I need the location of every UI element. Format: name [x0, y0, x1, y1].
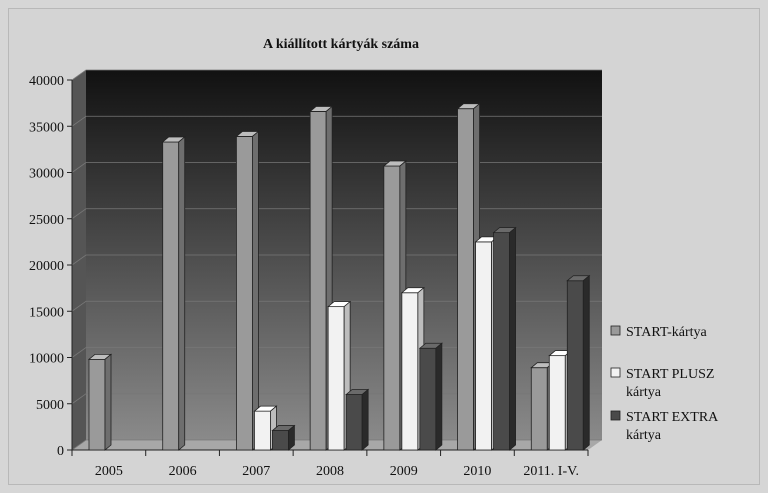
bar — [492, 226, 517, 451]
legend-swatch — [610, 325, 621, 336]
y-tick-label: 5000 — [36, 398, 64, 413]
y-tick-label: 35000 — [29, 120, 64, 135]
bar — [271, 424, 296, 451]
legend-label: START PLUSZ kártya — [626, 367, 714, 400]
bar — [309, 105, 334, 451]
x-tick-label: 2009 — [390, 464, 418, 479]
legend-item: START EXTRA kártya — [610, 410, 719, 443]
legend-item: START-kártya — [610, 325, 708, 340]
legend-swatch — [610, 410, 621, 421]
x-tick-label: 2006 — [169, 464, 197, 479]
legend-label: START-kártya — [626, 325, 708, 340]
bar — [161, 136, 186, 451]
plot-area: 0 5000 10000 15000 20000 25000 30000 35000 40000… — [29, 69, 602, 479]
gridline — [71, 254, 602, 266]
y-tick-label: 0 — [57, 444, 64, 459]
x-tick-label: 2008 — [316, 464, 344, 479]
x-tick-label: 2007 — [242, 464, 270, 479]
y-tick-label: 20000 — [29, 259, 64, 274]
y-tick-label: 40000 — [29, 74, 64, 89]
legend-item: START PLUSZ kártya — [610, 367, 714, 400]
y-tick-label: 15000 — [29, 305, 64, 320]
bar — [566, 274, 591, 451]
y-tick-label: 30000 — [29, 167, 64, 182]
legend-swatch — [610, 367, 621, 378]
legend: START-kártya START PLUSZ kártya START EXTRA… — [610, 325, 719, 443]
gridline — [71, 69, 602, 81]
bar — [345, 388, 370, 451]
x-tick-label: 2010 — [463, 464, 491, 479]
x-tick-label: 2005 — [95, 464, 123, 479]
gridline — [71, 208, 602, 220]
bar — [235, 130, 260, 451]
gridline — [71, 300, 602, 312]
bar — [87, 353, 113, 451]
x-tick-label: 2011. I-V. — [523, 464, 579, 479]
legend-label: START EXTRA kártya — [626, 410, 719, 443]
y-tick-label: 10000 — [29, 352, 64, 367]
gridline — [71, 115, 602, 127]
gridline — [71, 162, 602, 173]
y-tick-label: 25000 — [29, 213, 64, 228]
chart-title: A kiállított kártyák száma — [263, 37, 419, 52]
bar — [418, 342, 443, 451]
